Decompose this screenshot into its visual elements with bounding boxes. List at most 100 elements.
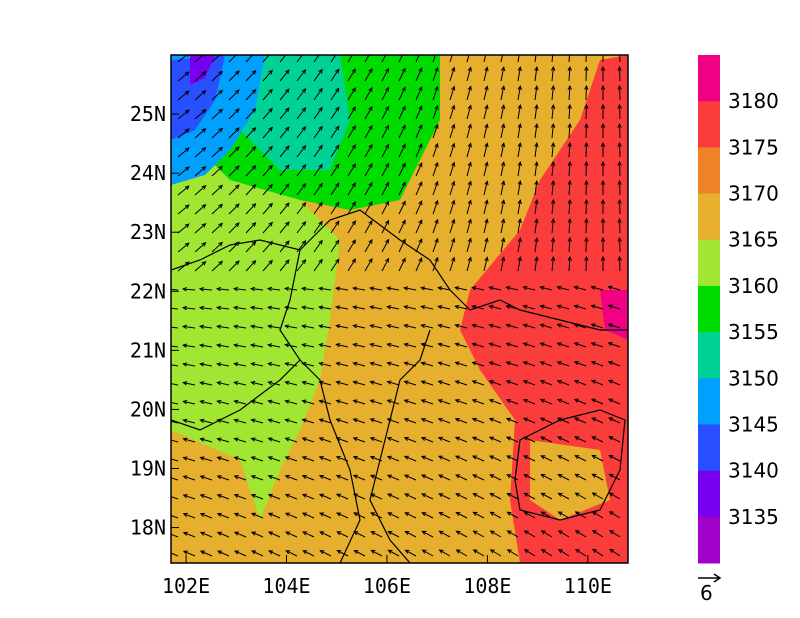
wind-arrow bbox=[403, 286, 417, 291]
wind-arrow bbox=[415, 143, 423, 158]
wind-arrow bbox=[483, 256, 489, 272]
wind-arrow bbox=[574, 530, 587, 538]
wind-arrow bbox=[199, 456, 213, 462]
wind-arrow bbox=[584, 160, 589, 177]
wind-arrow bbox=[522, 361, 536, 367]
wind-vectors bbox=[171, 55, 622, 557]
y-tick-label: 23N bbox=[130, 220, 166, 244]
wind-arrow bbox=[573, 360, 587, 367]
wind-arrow bbox=[364, 181, 373, 196]
wind-arrow bbox=[472, 549, 485, 557]
wind-arrow bbox=[199, 362, 213, 367]
wind-arrow bbox=[301, 380, 315, 386]
wind-arrow bbox=[500, 123, 506, 139]
wind-arrow bbox=[386, 323, 400, 329]
wind-arrow bbox=[608, 492, 621, 500]
wind-arrow bbox=[600, 84, 606, 101]
wind-arrow bbox=[177, 185, 190, 196]
wind-arrow bbox=[489, 530, 502, 538]
wind-arrow bbox=[432, 142, 439, 158]
wind-arrow bbox=[573, 342, 587, 348]
wind-arrow bbox=[489, 493, 502, 500]
wind-arrow bbox=[386, 305, 400, 310]
wind-arrow bbox=[318, 493, 332, 500]
wind-arrow bbox=[369, 286, 383, 291]
wind-arrow bbox=[381, 143, 390, 158]
wind-arrow bbox=[539, 323, 553, 329]
wind-arrow bbox=[415, 67, 423, 82]
wind-arrow bbox=[534, 122, 539, 139]
wind-arrow bbox=[182, 381, 196, 386]
wind-arrow bbox=[296, 68, 307, 82]
wind-arrow bbox=[330, 201, 340, 215]
wind-arrow bbox=[386, 474, 400, 481]
wind-arrow bbox=[483, 180, 489, 196]
wind-arrow bbox=[617, 217, 622, 234]
y-tick-label: 22N bbox=[130, 279, 166, 303]
wind-arrow bbox=[506, 492, 519, 500]
wind-arrow bbox=[318, 455, 332, 462]
wind-arrow bbox=[313, 125, 323, 139]
wind-arrow bbox=[550, 198, 556, 215]
wind-arrow bbox=[421, 512, 434, 519]
wind-arrow bbox=[177, 204, 190, 215]
wind-arrow bbox=[421, 549, 434, 557]
colorbar-swatch bbox=[698, 101, 720, 148]
wind-arrow bbox=[505, 342, 519, 348]
wind-arrow bbox=[517, 199, 522, 215]
wind-arrow bbox=[182, 531, 196, 538]
wind-arrow bbox=[216, 456, 230, 462]
wind-arrow bbox=[523, 474, 536, 481]
wind-arrow bbox=[369, 474, 383, 481]
wind-arrow bbox=[550, 84, 556, 101]
wind-arrow bbox=[550, 122, 556, 139]
wind-arrow bbox=[567, 198, 572, 215]
wind-arrow bbox=[364, 162, 373, 177]
wind-arrow bbox=[567, 179, 572, 196]
wind-arrow bbox=[449, 256, 456, 272]
wind-arrow bbox=[415, 238, 423, 253]
wind-arrow bbox=[262, 107, 273, 120]
y-tick-label: 24N bbox=[130, 161, 166, 185]
wind-arrow bbox=[251, 550, 264, 557]
wind-arrow bbox=[313, 239, 323, 253]
wind-arrow bbox=[250, 362, 264, 367]
wind-arrow bbox=[279, 202, 290, 215]
wind-arrow bbox=[279, 55, 289, 63]
wind-arrow bbox=[437, 286, 451, 291]
wind-arrow bbox=[381, 105, 390, 120]
wind-arrow bbox=[233, 512, 247, 519]
wind-arrow bbox=[171, 533, 179, 538]
wind-arrow bbox=[296, 55, 303, 63]
wind-arrow bbox=[347, 182, 356, 196]
wind-arrow bbox=[506, 474, 519, 481]
wind-arrow bbox=[567, 84, 572, 101]
wind-arrow bbox=[432, 104, 439, 120]
wind-arrow bbox=[483, 104, 489, 120]
wind-arrow bbox=[600, 65, 606, 82]
wind-arrow bbox=[556, 398, 570, 405]
wind-arrow bbox=[199, 418, 213, 424]
wind-arrow bbox=[194, 223, 207, 234]
y-tick-label: 18N bbox=[130, 516, 166, 540]
wind-arrow bbox=[584, 65, 589, 82]
wind-arrow bbox=[245, 259, 257, 272]
wind-arrow bbox=[466, 180, 472, 196]
colorbar-swatch bbox=[698, 239, 720, 287]
wind-arrow bbox=[607, 342, 621, 348]
wind-arrow bbox=[330, 144, 340, 158]
contour-region-3135 bbox=[190, 55, 215, 85]
wind-arrow bbox=[284, 437, 298, 443]
wind-arrow bbox=[194, 71, 207, 82]
wind-arrow bbox=[466, 123, 472, 139]
contour-region-3165-west bbox=[171, 190, 310, 310]
wind-arrow bbox=[216, 550, 230, 557]
wind-arrow bbox=[352, 324, 366, 329]
wind-arrow bbox=[364, 143, 373, 158]
wind-arrow bbox=[517, 142, 522, 158]
wind-arrow bbox=[506, 530, 519, 538]
wind-arrow bbox=[415, 86, 423, 101]
wind-arrow bbox=[296, 106, 307, 120]
wind-arrow bbox=[194, 128, 207, 139]
wind-arrow bbox=[437, 455, 451, 462]
